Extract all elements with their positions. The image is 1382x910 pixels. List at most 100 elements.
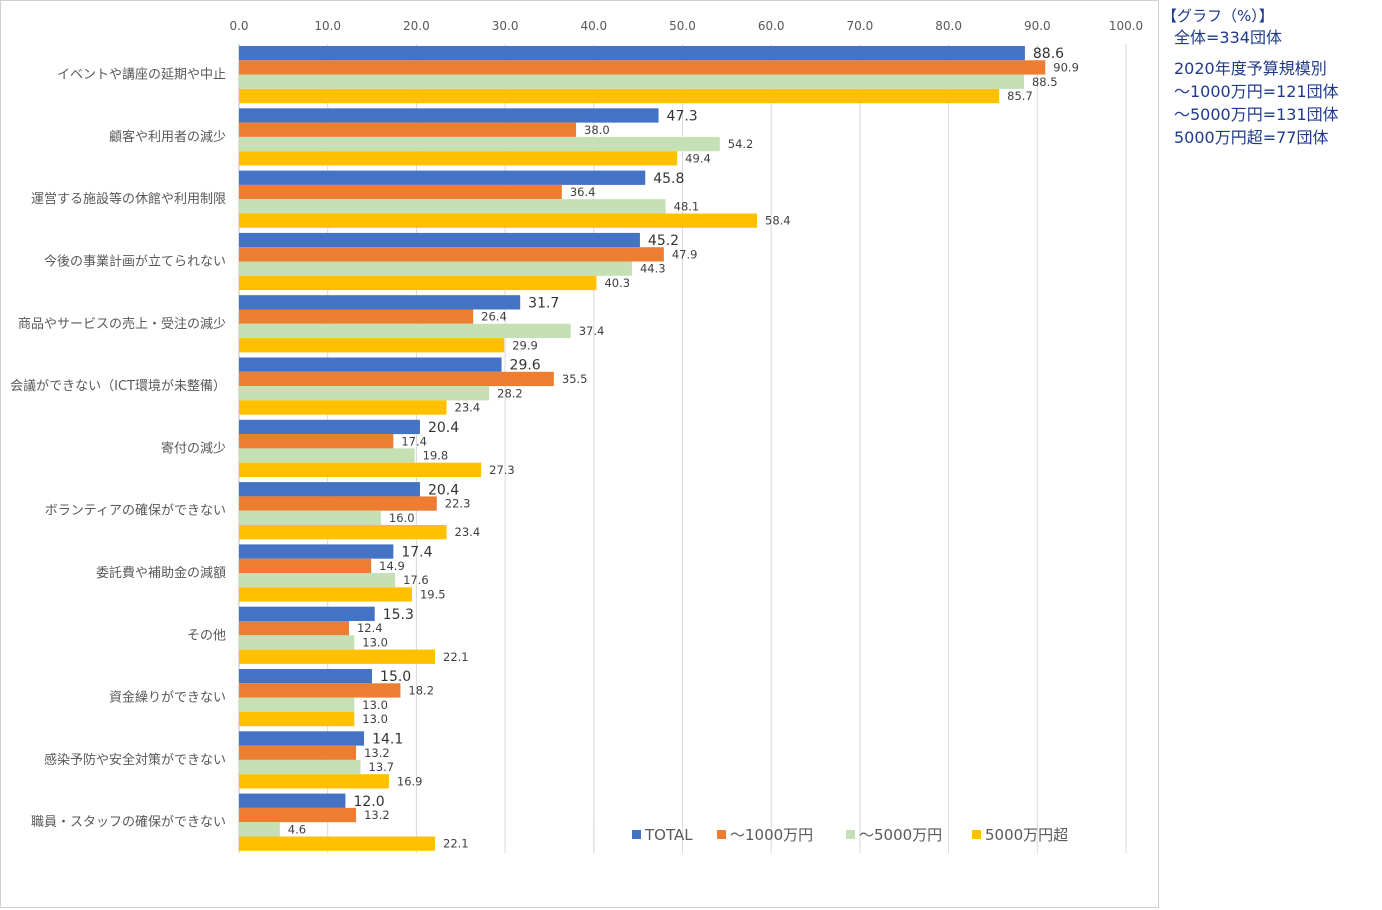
bar: [239, 649, 436, 664]
data-label: 54.2: [728, 137, 754, 151]
side-note-budget-2: ～5000万円=131団体: [1174, 105, 1339, 124]
legend-label: 5000万円超: [985, 826, 1068, 844]
data-label: 44.3: [640, 262, 666, 276]
bar: [239, 122, 577, 137]
data-label: 37.4: [579, 324, 605, 338]
data-label: 26.4: [481, 310, 507, 324]
category-label: 商品やサービスの売上・受注の減少: [18, 316, 226, 332]
category-label: イベントや講座の延期や中止: [57, 67, 226, 83]
data-label: 13.0: [362, 712, 388, 726]
data-label: 15.0: [380, 669, 411, 685]
bar-chart: 0.0 10.0 20.0 30.0 40.0 50.0 60.0 70.0 80.0 90.0 1…: [10, 19, 1143, 853]
category-label: 運営する施設等の休館や利用制限: [31, 191, 226, 207]
data-labels: 88.690.988.585.7 47.3 38.0 54.2 49.445.8 36.4…: [288, 46, 1079, 851]
data-label: 13.2: [364, 746, 390, 760]
data-label: 17.4: [401, 434, 427, 448]
bar: [239, 74, 1024, 89]
data-label: 16.9: [397, 774, 423, 788]
data-label: 49.4: [685, 151, 711, 165]
bar: [239, 683, 401, 698]
data-label: 90.9: [1053, 60, 1079, 74]
bar: [239, 261, 632, 276]
legend-swatch: [846, 830, 855, 839]
data-label: 58.4: [765, 214, 791, 228]
data-label: 36.4: [570, 185, 596, 199]
data-label: 20.4: [428, 420, 459, 436]
data-label: 23.4: [455, 401, 481, 415]
x-tick-label: 100.0: [1109, 19, 1143, 33]
bar: [239, 697, 355, 712]
data-label: 19.5: [420, 587, 446, 601]
bar: [239, 573, 396, 588]
category-label: 会議ができない（ICT環境が未整備）: [10, 378, 226, 394]
bar: [239, 151, 678, 166]
data-label: 17.4: [401, 545, 432, 561]
x-tick-label: 70.0: [847, 19, 874, 33]
bar: [239, 587, 412, 602]
bar: [239, 371, 554, 387]
legend-swatch: [632, 830, 641, 839]
data-label: 47.3: [667, 108, 698, 124]
data-label: 31.7: [528, 295, 559, 311]
data-label: 19.8: [423, 449, 449, 463]
bar: [239, 46, 1025, 61]
x-tick-label: 80.0: [935, 19, 962, 33]
legend-label: ～5000万円: [859, 826, 942, 844]
data-label: 13.0: [362, 698, 388, 712]
data-label: 27.3: [489, 463, 515, 477]
bar: [239, 108, 659, 123]
category-label: 感染予防や安全対策ができない: [44, 752, 226, 768]
bar: [239, 295, 521, 310]
bar: [239, 510, 381, 525]
bars: [239, 46, 1046, 851]
bar: [239, 434, 394, 449]
side-note-heading: 【グラフ（%）】: [1162, 7, 1274, 25]
data-label: 14.9: [379, 559, 405, 573]
data-label: 29.9: [512, 338, 538, 352]
bar: [239, 635, 355, 650]
data-label: 16.0: [389, 511, 415, 525]
data-label: 17.6: [403, 573, 429, 587]
side-note: 【グラフ（%）】 全体=334団体 2020年度予算規模別 ～1000万円=12…: [1162, 6, 1380, 149]
data-label: 12.4: [357, 621, 383, 635]
bar: [239, 199, 666, 214]
category-labels: イベントや講座の延期や中止顧客や利用者の減少運営する施設等の休館や利用制限今後の…: [10, 67, 226, 831]
bar: [239, 213, 758, 228]
data-label: 85.7: [1007, 89, 1033, 103]
data-label: 45.2: [648, 233, 679, 249]
data-label: 88.5: [1032, 75, 1058, 89]
bar: [239, 544, 394, 559]
bar: [239, 357, 502, 372]
bar: [239, 745, 357, 760]
bar: [239, 836, 436, 851]
category-label: 資金繰りができない: [109, 690, 226, 706]
x-tick-label: 90.0: [1024, 19, 1051, 33]
x-tick-label: 50.0: [669, 19, 696, 33]
bar: [239, 419, 420, 435]
data-label: 40.3: [604, 276, 630, 290]
category-label: 顧客や利用者の減少: [109, 129, 226, 145]
data-label: 13.0: [362, 635, 388, 649]
data-label: 23.4: [455, 525, 481, 539]
bar: [239, 731, 365, 746]
data-label: 29.6: [510, 358, 541, 374]
legend-swatch: [717, 830, 726, 839]
data-label: 22.1: [443, 837, 469, 851]
bar: [239, 482, 420, 497]
bar: [239, 759, 361, 775]
data-label: 15.3: [383, 607, 414, 623]
data-label: 13.7: [369, 760, 395, 774]
side-note-budget-1: ～1000万円=121団体: [1174, 82, 1339, 101]
bar: [239, 669, 373, 684]
data-label: 47.9: [672, 247, 698, 261]
data-label: 45.8: [653, 171, 684, 187]
bar: [239, 338, 505, 353]
bar: [239, 448, 415, 463]
x-tick-label: 30.0: [492, 19, 519, 33]
bar: [239, 275, 597, 291]
x-tick-label: 0.0: [229, 19, 248, 33]
bar: [239, 60, 1046, 75]
bar: [239, 496, 437, 511]
category-label: 今後の事業計画が立てられない: [44, 254, 226, 270]
data-label: 13.2: [364, 808, 390, 822]
